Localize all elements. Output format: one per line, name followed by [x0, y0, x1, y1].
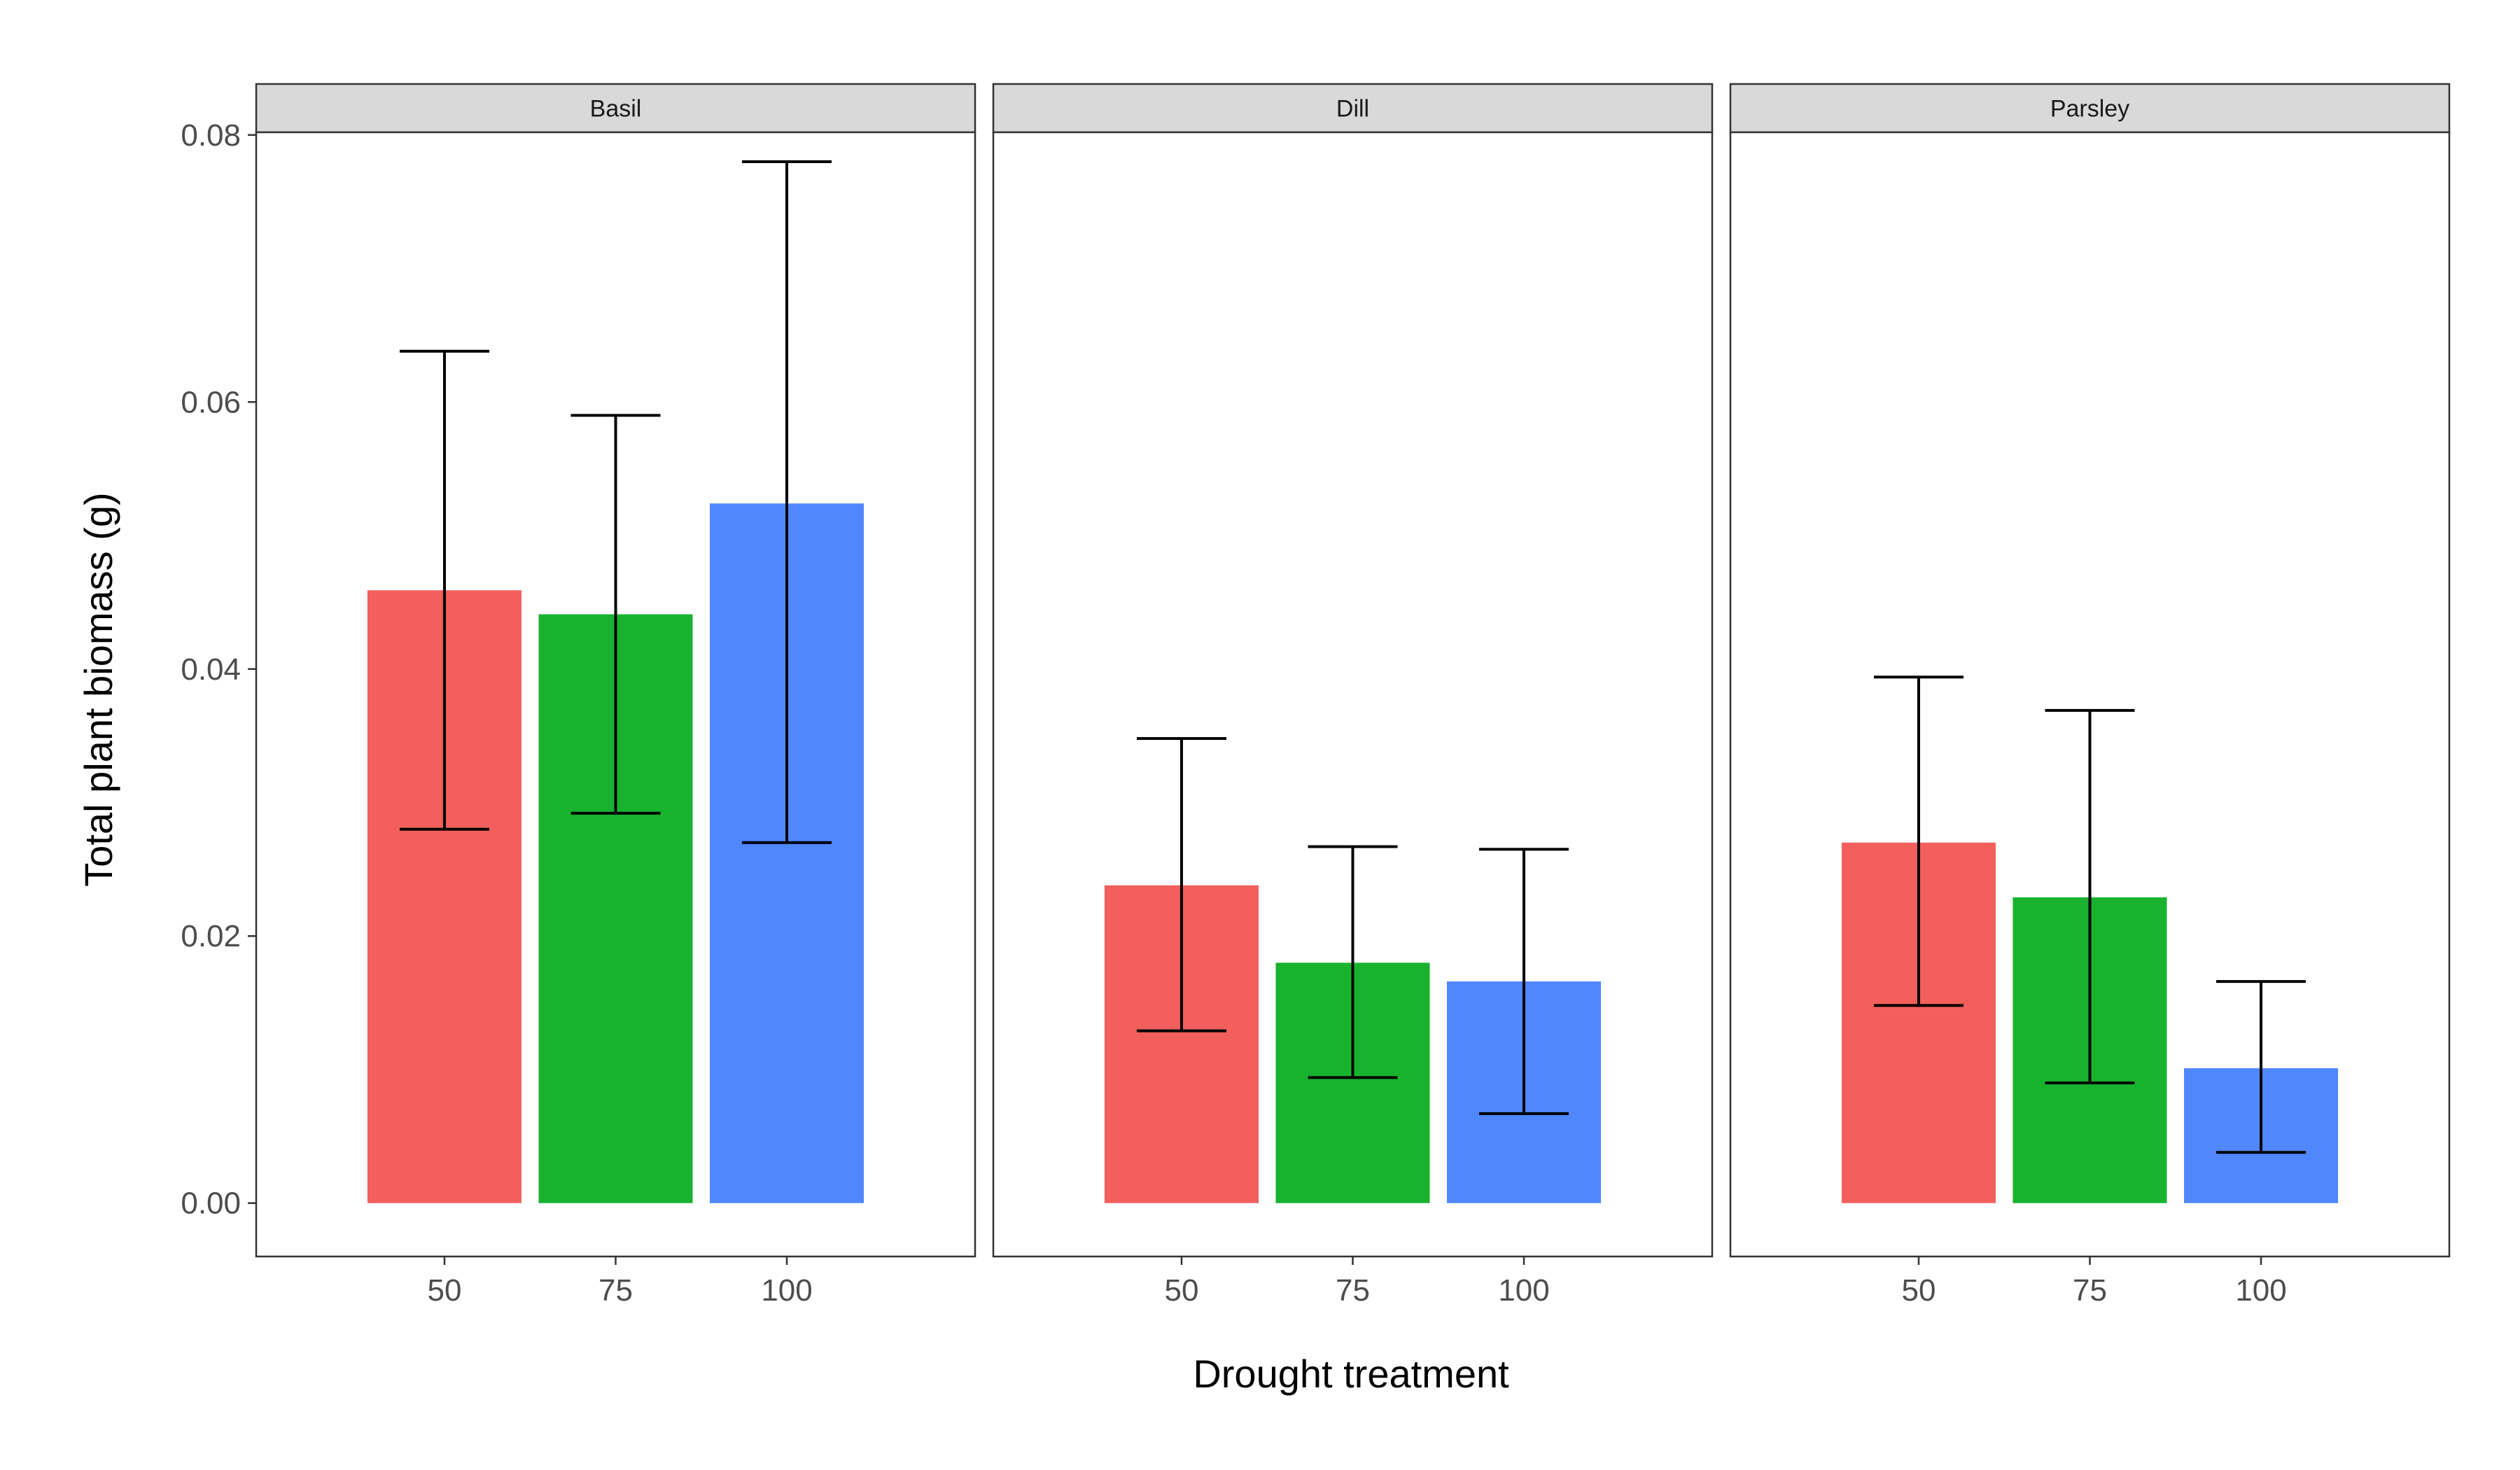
- error-bar: [742, 160, 832, 844]
- y-axis-title: Total plant biomass (g): [76, 492, 120, 886]
- y-tick-label: 0.02: [181, 919, 241, 953]
- facet-strip-label: Parsley: [2050, 96, 2129, 122]
- error-bar: [2045, 708, 2135, 1085]
- facet-panel-parsley: Parsley 50 75 100: [1729, 83, 2451, 1308]
- x-tick-label: 50: [1901, 1273, 1935, 1308]
- y-tick-label: 0.06: [181, 385, 241, 419]
- x-tick-label: 50: [427, 1273, 461, 1308]
- facet-strip: [992, 83, 1714, 134]
- x-tick-label: 100: [761, 1273, 812, 1308]
- y-tick-label: 0.08: [181, 118, 241, 153]
- facet-panels: Basil 50 75 100 Dill 50 75 100 Parsley 50 75 100: [255, 83, 2451, 1308]
- x-axis-title: Drought treatment: [1193, 1352, 1509, 1396]
- error-bar: [2216, 980, 2306, 1154]
- x-tick-label: 100: [2235, 1273, 2286, 1308]
- y-tick-label: 0.04: [181, 652, 241, 687]
- error-bar: [1873, 676, 1963, 1007]
- facet-strip: [1729, 83, 2451, 134]
- x-tick-label: 50: [1164, 1273, 1198, 1308]
- error-bar: [1136, 736, 1226, 1032]
- facet-strip-label: Dill: [1336, 96, 1369, 122]
- facet-panel-basil: Basil 50 75 100: [255, 83, 976, 1308]
- error-bar: [570, 414, 661, 815]
- x-tick-label: 75: [1336, 1273, 1370, 1308]
- y-tick-label: 0.00: [181, 1186, 241, 1221]
- error-bar: [399, 349, 489, 831]
- facet-panel-dill: Dill 50 75 100: [992, 83, 1714, 1308]
- facet-strip-label: Basil: [590, 96, 642, 122]
- facet-strip: [255, 83, 976, 134]
- y-axis: 0.00 0.02 0.04 0.06 0.08: [181, 118, 256, 1221]
- x-tick-label: 100: [1498, 1273, 1549, 1308]
- error-bar: [1479, 848, 1569, 1115]
- error-bar: [1308, 845, 1398, 1079]
- x-tick-label: 75: [598, 1273, 633, 1308]
- x-tick-label: 75: [2073, 1273, 2107, 1308]
